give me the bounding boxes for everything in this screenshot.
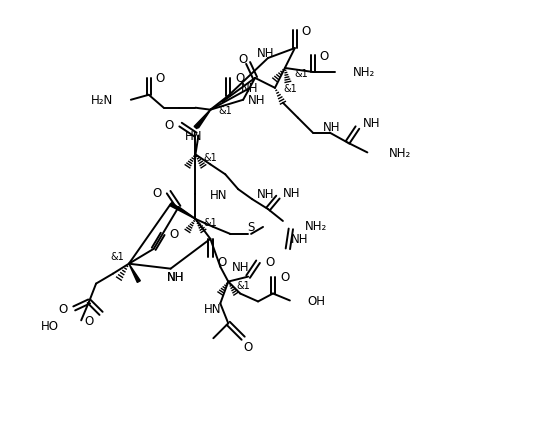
Text: NH₂: NH₂	[352, 66, 375, 79]
Text: O: O	[156, 72, 165, 85]
Text: NH: NH	[291, 233, 308, 246]
Polygon shape	[194, 110, 210, 129]
Text: S: S	[247, 221, 255, 234]
Text: O: O	[217, 256, 226, 269]
Text: HN: HN	[185, 130, 202, 143]
Text: O: O	[265, 256, 274, 269]
Polygon shape	[170, 203, 195, 220]
Text: O: O	[280, 270, 289, 283]
Text: O: O	[164, 119, 174, 132]
Text: HN: HN	[203, 302, 221, 315]
Text: O: O	[58, 302, 67, 315]
Text: O: O	[244, 340, 253, 353]
Text: NH: NH	[323, 121, 340, 134]
Polygon shape	[129, 264, 140, 283]
Text: NH₂: NH₂	[305, 220, 327, 233]
Text: O: O	[85, 314, 94, 327]
Text: &1: &1	[110, 251, 124, 261]
Text: NH: NH	[241, 82, 259, 95]
Text: &1: &1	[295, 69, 309, 79]
Text: &1: &1	[218, 105, 232, 115]
Text: O: O	[239, 53, 248, 66]
Text: O: O	[320, 49, 329, 62]
Text: NH: NH	[232, 260, 250, 273]
Text: O: O	[302, 25, 311, 38]
Text: NH: NH	[363, 117, 380, 130]
Text: OH: OH	[308, 294, 326, 307]
Text: O: O	[170, 228, 179, 241]
Text: NH: NH	[257, 187, 274, 200]
Text: NH: NH	[167, 270, 184, 283]
Text: NH₂: NH₂	[389, 147, 412, 160]
Text: NH: NH	[248, 94, 265, 107]
Text: NH: NH	[257, 46, 275, 59]
Text: NH: NH	[167, 270, 184, 283]
Text: H₂N: H₂N	[91, 94, 113, 107]
Text: HN: HN	[210, 188, 228, 201]
Text: O: O	[235, 72, 245, 85]
Text: HO: HO	[41, 319, 59, 332]
Text: &1: &1	[203, 217, 217, 227]
Text: &1: &1	[236, 280, 250, 290]
Text: &1: &1	[283, 84, 297, 94]
Text: &1: &1	[203, 153, 217, 163]
Text: NH: NH	[283, 186, 301, 199]
Text: O: O	[152, 186, 162, 199]
